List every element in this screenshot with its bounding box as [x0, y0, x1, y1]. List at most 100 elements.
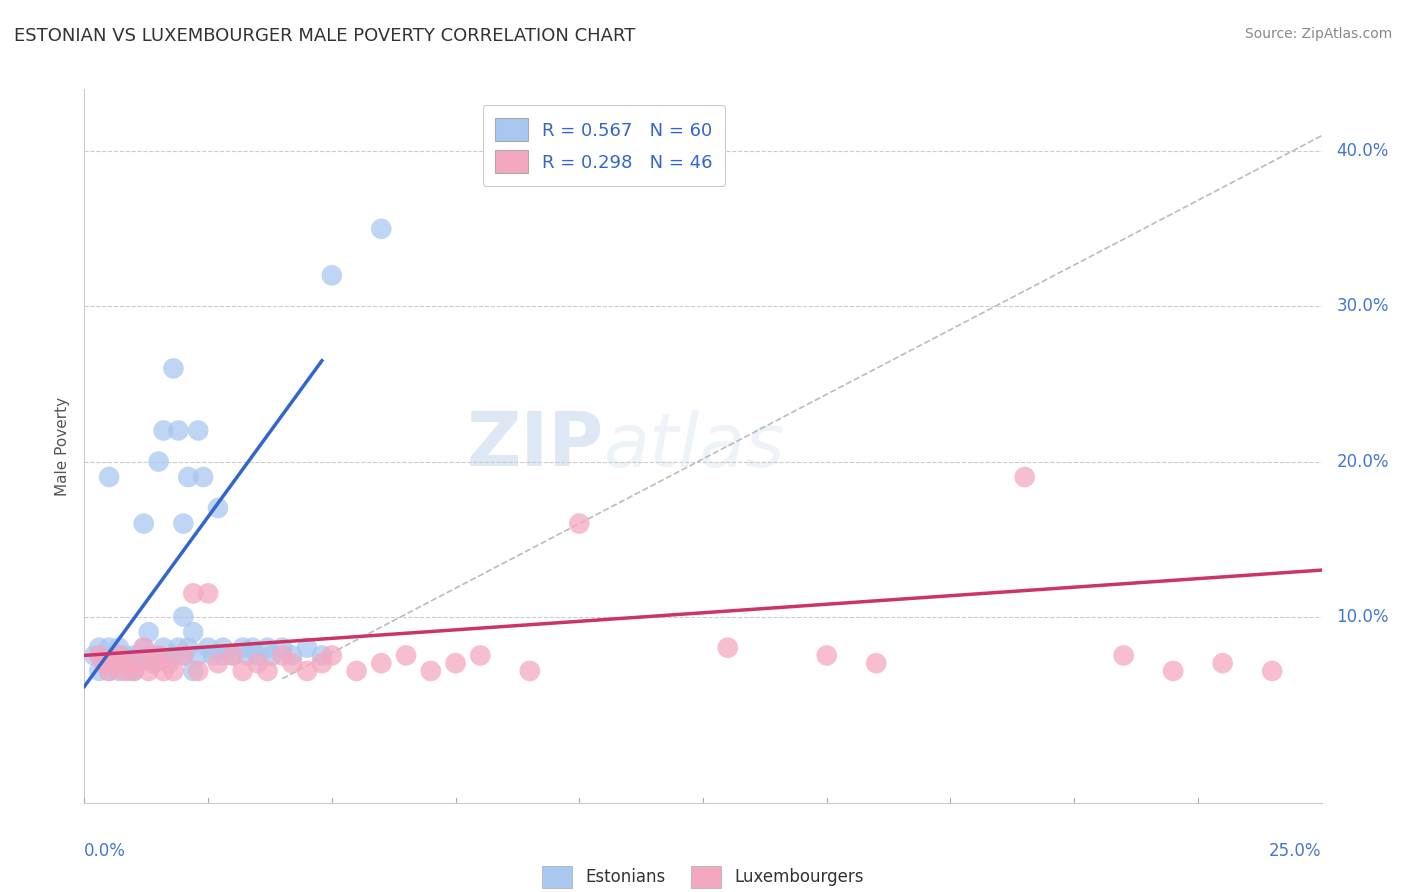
Point — [93, 656, 115, 670]
Text: 40.0%: 40.0% — [1337, 142, 1389, 161]
Point — [232, 640, 254, 655]
Point — [172, 609, 194, 624]
Text: ESTONIAN VS LUXEMBOURGER MALE POVERTY CORRELATION CHART: ESTONIAN VS LUXEMBOURGER MALE POVERTY CO… — [14, 27, 636, 45]
Point — [152, 640, 174, 655]
Point — [177, 470, 200, 484]
Text: 25.0%: 25.0% — [1270, 841, 1322, 860]
Point — [148, 454, 170, 468]
Point — [152, 664, 174, 678]
Point — [162, 648, 184, 663]
Point — [138, 664, 160, 678]
Text: ZIP: ZIP — [467, 409, 605, 483]
Point — [865, 656, 887, 670]
Point — [262, 648, 284, 663]
Point — [444, 656, 467, 670]
Point — [122, 664, 145, 678]
Point — [172, 516, 194, 531]
Point — [1014, 470, 1036, 484]
Point — [207, 501, 229, 516]
Point — [321, 268, 343, 283]
Point — [271, 648, 294, 663]
Point — [187, 424, 209, 438]
Point — [181, 586, 204, 600]
Point — [132, 516, 155, 531]
Point — [207, 656, 229, 670]
Point — [118, 656, 141, 670]
Point — [83, 648, 105, 663]
Point — [162, 664, 184, 678]
Legend: Estonians, Luxembourgers: Estonians, Luxembourgers — [536, 860, 870, 892]
Point — [1112, 648, 1135, 663]
Point — [242, 640, 264, 655]
Point — [1212, 656, 1234, 670]
Point — [148, 648, 170, 663]
Point — [212, 648, 235, 663]
Point — [370, 656, 392, 670]
Point — [172, 648, 194, 663]
Point — [157, 656, 180, 670]
Point — [98, 640, 121, 655]
Point — [187, 664, 209, 678]
Point — [246, 648, 269, 663]
Point — [191, 470, 214, 484]
Point — [295, 664, 318, 678]
Point — [281, 648, 304, 663]
Point — [717, 640, 740, 655]
Point — [157, 656, 180, 670]
Point — [103, 656, 125, 670]
Point — [256, 664, 278, 678]
Point — [122, 656, 145, 670]
Point — [212, 640, 235, 655]
Point — [112, 648, 135, 663]
Point — [132, 640, 155, 655]
Point — [108, 648, 131, 663]
Text: 20.0%: 20.0% — [1337, 452, 1389, 470]
Point — [181, 664, 204, 678]
Point — [222, 648, 245, 663]
Point — [321, 648, 343, 663]
Text: atlas: atlas — [605, 410, 786, 482]
Point — [162, 361, 184, 376]
Point — [815, 648, 838, 663]
Point — [128, 648, 150, 663]
Point — [1161, 664, 1184, 678]
Point — [419, 664, 441, 678]
Point — [142, 656, 165, 670]
Text: Source: ZipAtlas.com: Source: ZipAtlas.com — [1244, 27, 1392, 41]
Point — [89, 640, 111, 655]
Point — [122, 664, 145, 678]
Point — [132, 640, 155, 655]
Point — [1261, 664, 1284, 678]
Point — [187, 648, 209, 663]
Point — [89, 648, 111, 663]
Point — [148, 648, 170, 663]
Point — [108, 640, 131, 655]
Point — [232, 664, 254, 678]
Point — [103, 656, 125, 670]
Point — [311, 656, 333, 670]
Point — [271, 640, 294, 655]
Point — [222, 648, 245, 663]
Text: 10.0%: 10.0% — [1337, 607, 1389, 625]
Point — [311, 648, 333, 663]
Point — [112, 664, 135, 678]
Point — [197, 586, 219, 600]
Point — [177, 640, 200, 655]
Point — [152, 424, 174, 438]
Text: Male Poverty: Male Poverty — [55, 396, 69, 496]
Point — [122, 648, 145, 663]
Point — [197, 640, 219, 655]
Point — [167, 424, 190, 438]
Point — [103, 648, 125, 663]
Point — [98, 664, 121, 678]
Point — [519, 664, 541, 678]
Point — [112, 656, 135, 670]
Point — [93, 656, 115, 670]
Point — [470, 648, 492, 663]
Point — [370, 222, 392, 236]
Text: 30.0%: 30.0% — [1337, 297, 1389, 316]
Point — [138, 625, 160, 640]
Point — [246, 656, 269, 670]
Point — [346, 664, 368, 678]
Point — [236, 648, 259, 663]
